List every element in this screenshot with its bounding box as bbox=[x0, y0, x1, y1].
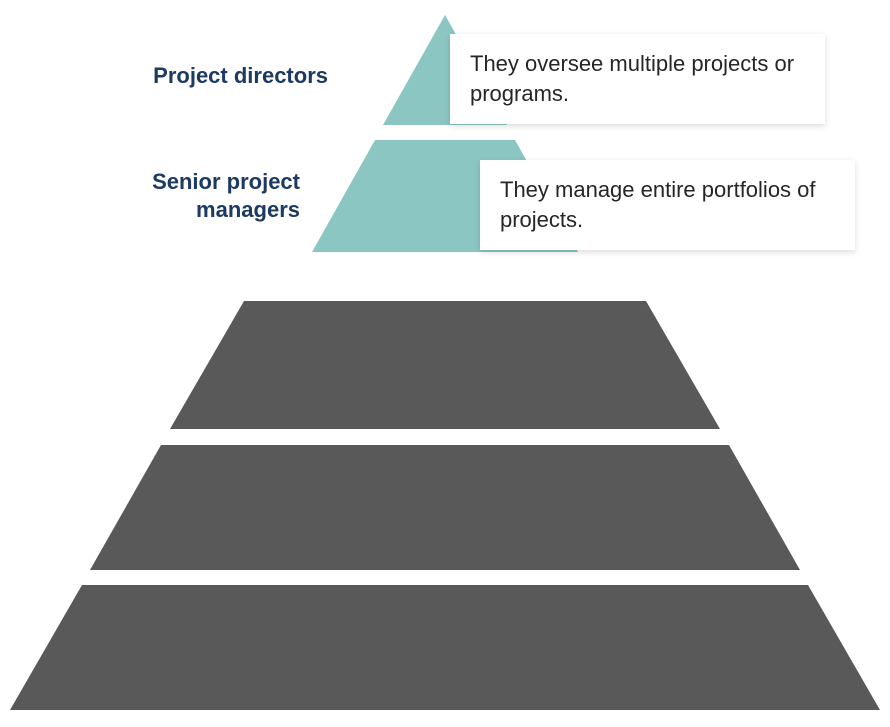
pyramid-level-3 bbox=[170, 301, 720, 429]
callout-level-2-text: They manage entire portfolios of project… bbox=[500, 175, 835, 234]
callout-level-1: They oversee multiple projects or progra… bbox=[450, 34, 825, 124]
pyramid-level-4 bbox=[90, 445, 800, 570]
pyramid-diagram: They oversee multiple projects or progra… bbox=[0, 0, 890, 727]
label-level-2-text: Senior project managers bbox=[152, 169, 300, 222]
label-level-1: Project directors bbox=[88, 62, 328, 90]
label-level-2: Senior project managers bbox=[60, 168, 300, 223]
callout-level-2: They manage entire portfolios of project… bbox=[480, 160, 855, 250]
pyramid-level-5 bbox=[10, 585, 880, 710]
label-level-1-text: Project directors bbox=[153, 63, 328, 88]
callout-level-1-text: They oversee multiple projects or progra… bbox=[470, 49, 805, 108]
